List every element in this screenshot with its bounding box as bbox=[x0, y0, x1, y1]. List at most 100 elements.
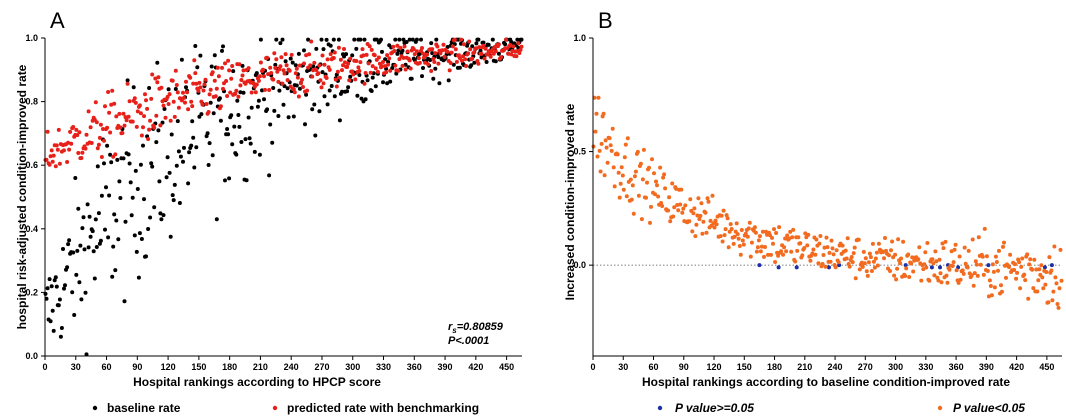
series-1-point-24 bbox=[68, 129, 73, 134]
series-0-point-128 bbox=[174, 163, 179, 168]
series-0-point-366 bbox=[419, 37, 423, 42]
series-1-point-8 bbox=[51, 153, 56, 158]
series-1-point-230 bbox=[279, 55, 284, 60]
series-1-point-143 bbox=[735, 232, 740, 237]
series-1-point-209 bbox=[802, 246, 807, 250]
series-1-point-257 bbox=[307, 52, 312, 57]
series-1-point-287 bbox=[881, 250, 885, 255]
series-1-point-364 bbox=[416, 56, 421, 61]
series-1-point-160 bbox=[752, 225, 757, 230]
series-1-point-104 bbox=[696, 196, 701, 201]
series-1-point-145 bbox=[192, 58, 197, 63]
series-1-point-50 bbox=[94, 120, 99, 125]
series-1-point-223 bbox=[816, 261, 821, 266]
series-1-point-247 bbox=[296, 94, 301, 99]
series-1-point-52 bbox=[96, 142, 101, 147]
series-1-point-422 bbox=[1017, 260, 1022, 265]
series-1-point-313 bbox=[364, 52, 369, 57]
series-1-point-362 bbox=[956, 280, 961, 285]
series-0-point-35 bbox=[79, 297, 84, 302]
series-1-point-165 bbox=[212, 78, 217, 83]
series-1-point-115 bbox=[161, 103, 166, 108]
series-1-point-410 bbox=[464, 64, 469, 68]
series-1-point-146 bbox=[738, 252, 743, 257]
series-0-point-328 bbox=[380, 49, 384, 54]
series-0-point-33 bbox=[77, 280, 82, 285]
series-0-point-241 bbox=[290, 60, 295, 65]
series-1-point-340 bbox=[392, 49, 397, 53]
series-0-point-116 bbox=[162, 107, 167, 111]
series-0-point-58 bbox=[103, 227, 107, 232]
series-1-point-310 bbox=[904, 266, 909, 271]
series-1-point-11 bbox=[602, 173, 607, 178]
series-1-point-458 bbox=[1053, 275, 1058, 280]
series-1-point-340 bbox=[934, 259, 939, 264]
series-1-point-35 bbox=[79, 156, 84, 160]
series-1-point-304 bbox=[898, 261, 903, 266]
series-1-point-165 bbox=[757, 234, 762, 239]
series-1-point-459 bbox=[1054, 281, 1059, 286]
series-0-point-163 bbox=[210, 153, 215, 158]
series-1-point-140 bbox=[732, 234, 737, 239]
series-1-point-42 bbox=[633, 169, 638, 174]
series-1-point-172 bbox=[220, 65, 224, 70]
series-0-point-115 bbox=[161, 213, 166, 218]
series-1-point-58 bbox=[650, 157, 654, 162]
series-1-point-106 bbox=[152, 125, 157, 130]
series-0-point-52 bbox=[96, 211, 101, 216]
series-1-point-393 bbox=[987, 278, 992, 283]
series-1-point-412 bbox=[1007, 265, 1011, 269]
series-1-point-355 bbox=[407, 58, 412, 63]
series-0-point-368 bbox=[421, 66, 425, 70]
series-0-point-11 bbox=[1042, 265, 1047, 270]
series-1-point-218 bbox=[267, 88, 272, 92]
series-0-point-204 bbox=[252, 149, 257, 154]
series-1-point-266 bbox=[859, 260, 864, 265]
series-1-point-368 bbox=[421, 51, 425, 56]
series-0-point-2 bbox=[45, 286, 50, 291]
series-0-point-422 bbox=[476, 37, 481, 42]
panel-a-y-ticks: 0.0 0.2 0.4 0.6 0.8 1.0 bbox=[25, 33, 45, 361]
series-1-point-402 bbox=[997, 248, 1001, 253]
series-1-point-359 bbox=[953, 242, 958, 247]
series-1-point-18 bbox=[609, 148, 614, 153]
series-0-point-376 bbox=[429, 41, 434, 46]
series-1-point-203 bbox=[796, 235, 801, 240]
series-1-point-297 bbox=[348, 56, 353, 61]
series-1-point-428 bbox=[482, 56, 487, 61]
series-0-point-90 bbox=[135, 187, 140, 191]
series-1-point-88 bbox=[133, 100, 138, 105]
series-1-point-197 bbox=[790, 235, 795, 240]
series-1-point-275 bbox=[325, 57, 330, 62]
series-1-point-76 bbox=[121, 111, 126, 116]
series-1-point-251 bbox=[301, 85, 305, 89]
series-0-point-46 bbox=[90, 229, 95, 234]
series-1-point-243 bbox=[836, 260, 841, 265]
series-0-point-405 bbox=[459, 41, 463, 46]
series-1-point-109 bbox=[701, 219, 706, 224]
series-1-point-206 bbox=[254, 82, 259, 87]
panel-a-correlation-stat: rs=0.80859 bbox=[448, 321, 504, 335]
series-1-point-399 bbox=[993, 254, 998, 259]
series-1-point-75 bbox=[120, 131, 125, 135]
series-1-point-156 bbox=[203, 77, 208, 82]
series-0-point-124 bbox=[170, 193, 175, 198]
series-0-point-47 bbox=[91, 249, 96, 254]
series-0-point-227 bbox=[276, 114, 281, 118]
series-0-point-60 bbox=[105, 143, 110, 148]
series-1-point-405 bbox=[1000, 289, 1004, 294]
series-1-point-146 bbox=[193, 71, 198, 76]
series-1-point-218 bbox=[811, 247, 816, 252]
series-0-point-432 bbox=[486, 42, 491, 47]
series-1-point-343 bbox=[395, 43, 400, 48]
series-1-point-272 bbox=[865, 273, 870, 278]
series-1-point-445 bbox=[1040, 275, 1045, 280]
series-1-point-409 bbox=[463, 57, 468, 62]
series-0-point-135 bbox=[182, 145, 186, 150]
series-1-point-87 bbox=[132, 96, 137, 101]
series-1-point-53 bbox=[97, 135, 102, 140]
series-1-point-295 bbox=[889, 248, 893, 253]
series-0-point-112 bbox=[158, 211, 163, 216]
series-0-point-151 bbox=[198, 53, 203, 58]
